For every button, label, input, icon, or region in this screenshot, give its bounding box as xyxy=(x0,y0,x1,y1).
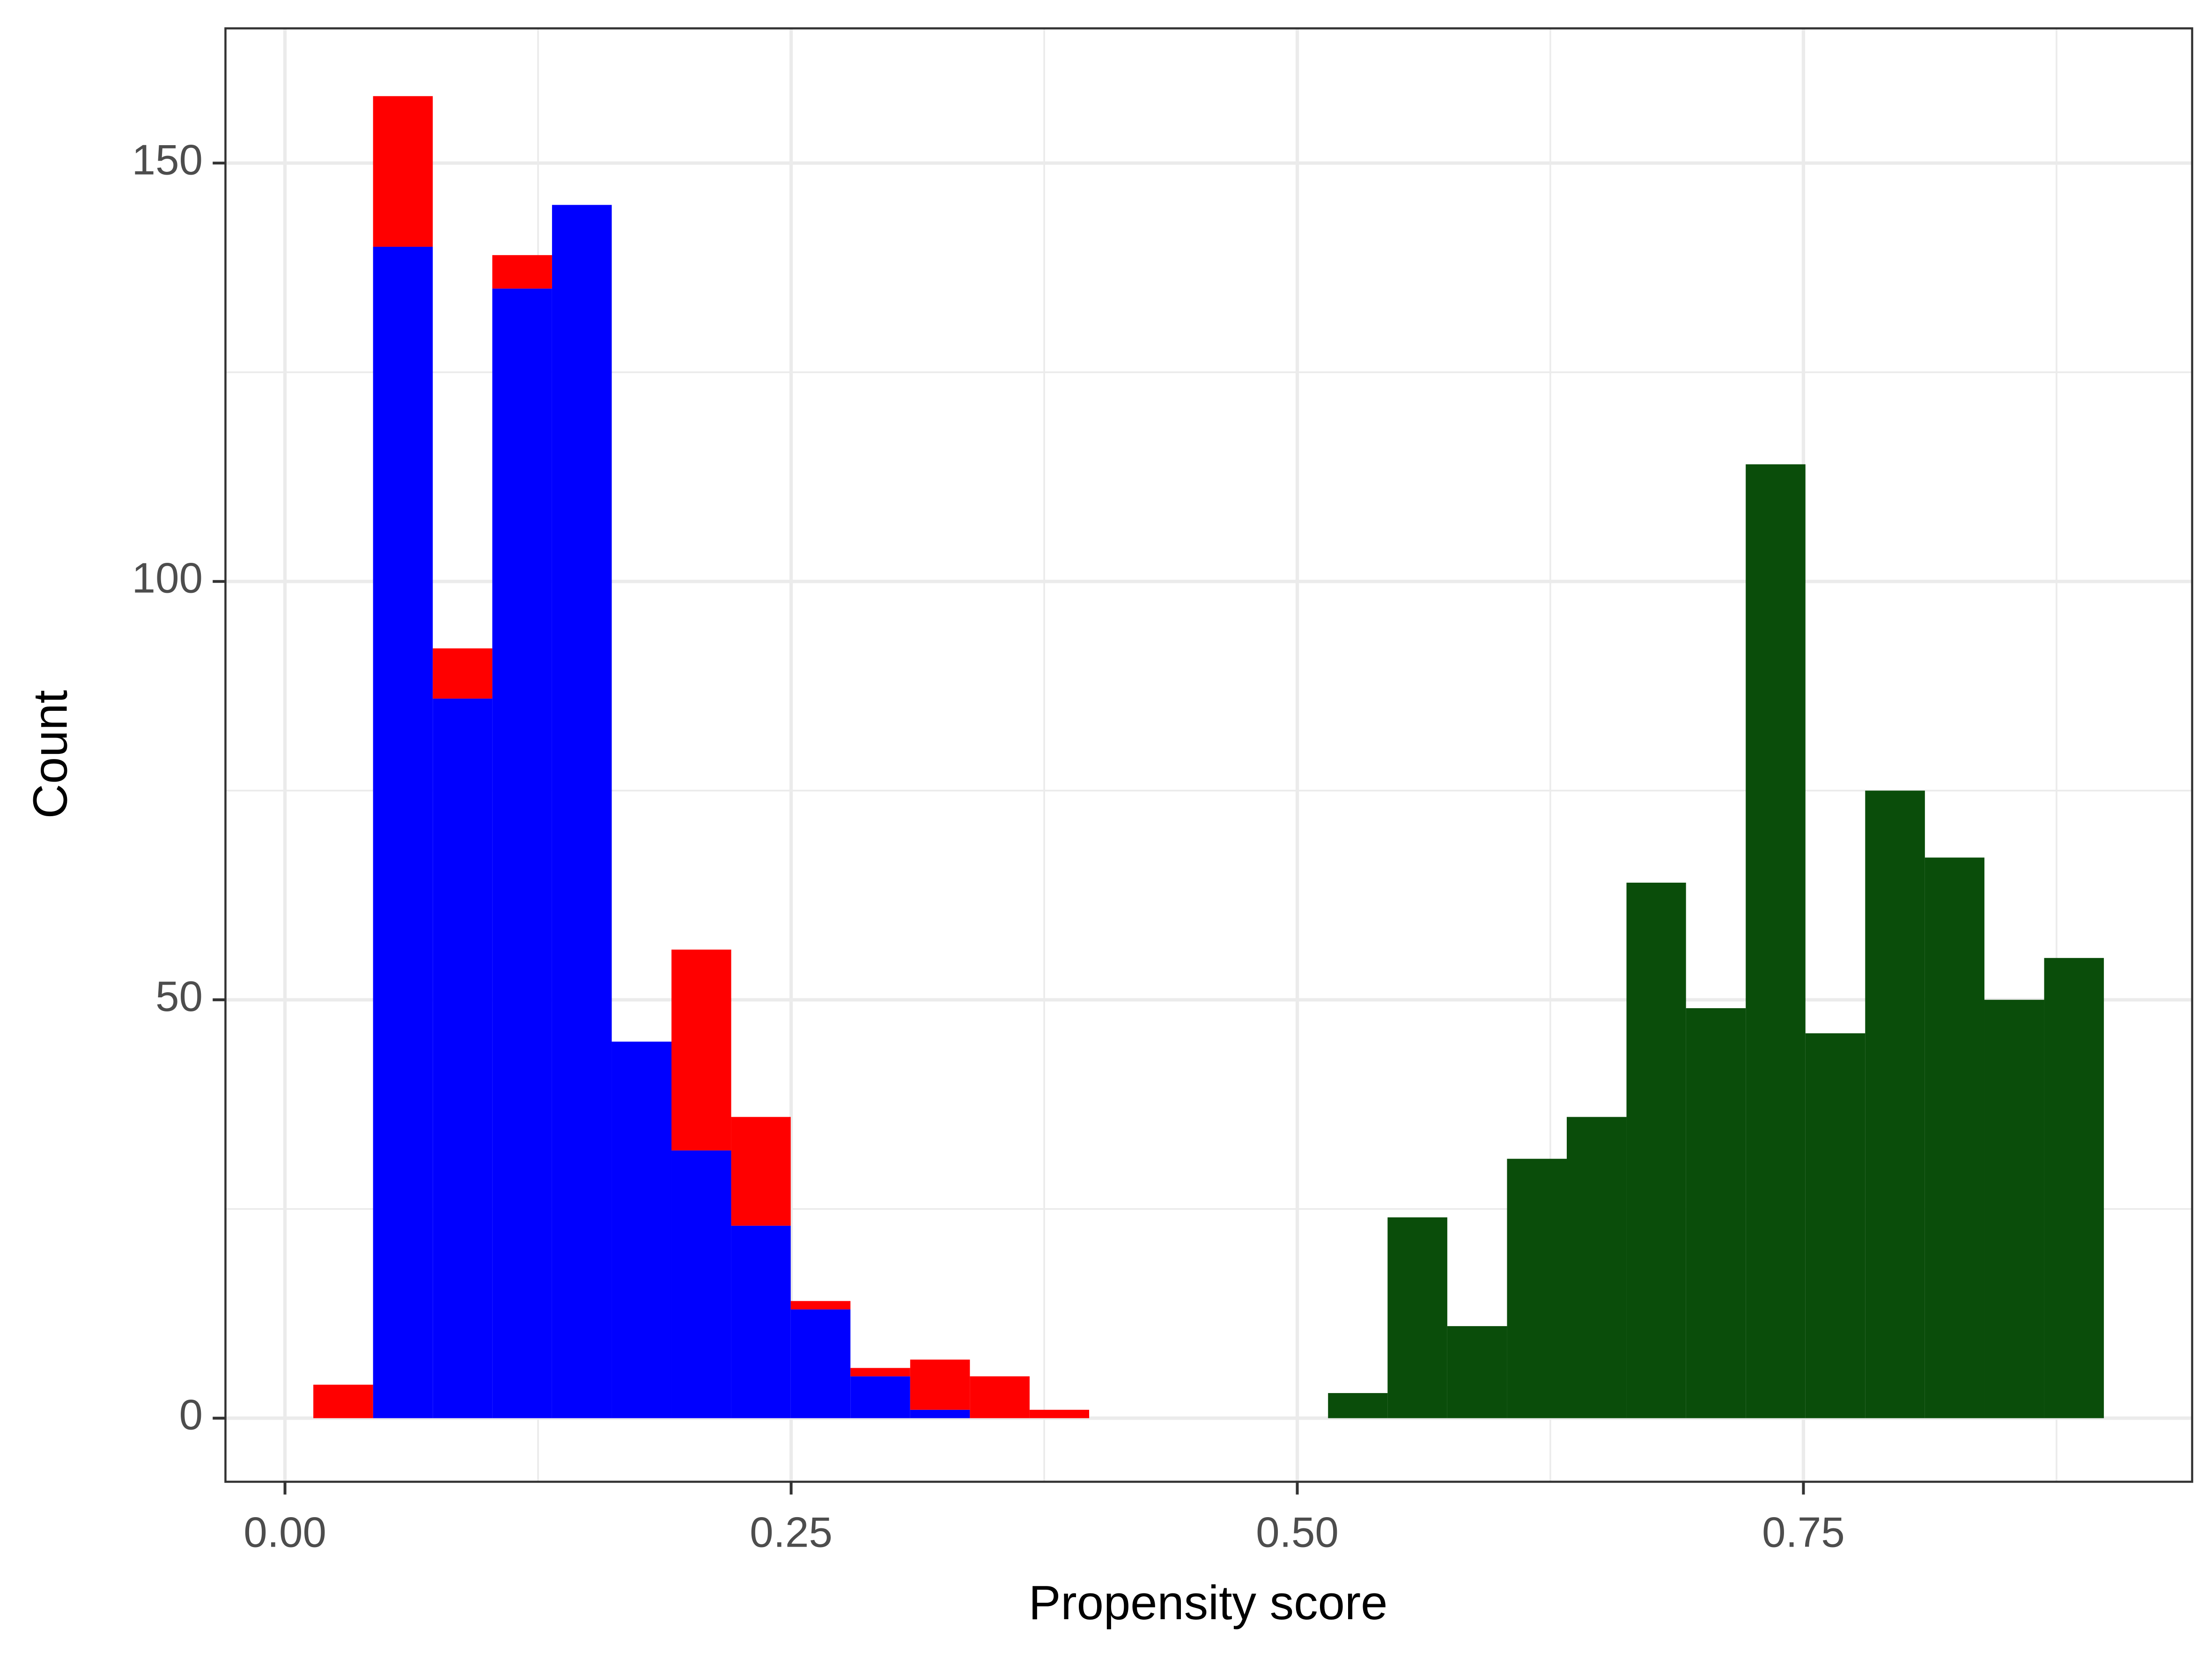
bar xyxy=(970,1376,1030,1418)
x-tick-label: 0.00 xyxy=(243,1509,326,1556)
y-tick-label: 100 xyxy=(132,555,203,602)
bar xyxy=(1805,1033,1865,1418)
bar xyxy=(790,1309,851,1418)
bar xyxy=(313,1385,373,1418)
bar xyxy=(1566,1117,1627,1418)
y-axis-title: Count xyxy=(23,690,77,819)
bar xyxy=(910,1359,970,1410)
panel-border xyxy=(224,27,2193,1483)
bar xyxy=(612,1041,672,1418)
bar xyxy=(492,255,552,289)
bar xyxy=(373,96,433,247)
bar xyxy=(1507,1158,1567,1418)
bar xyxy=(731,1225,791,1418)
x-tick-label: 0.50 xyxy=(1256,1509,1339,1556)
bar xyxy=(910,1409,970,1418)
bar xyxy=(671,1150,731,1418)
bar xyxy=(1387,1217,1447,1418)
bar xyxy=(1865,790,1925,1418)
bar xyxy=(790,1301,851,1310)
bar xyxy=(671,949,731,1150)
bar xyxy=(850,1368,910,1377)
x-axis-title: Propensity score xyxy=(1029,1576,1388,1630)
bar xyxy=(2044,958,2104,1418)
bar xyxy=(373,246,433,1418)
bar xyxy=(1984,1000,2044,1418)
bar xyxy=(1686,1008,1746,1418)
y-tick-label: 50 xyxy=(155,973,203,1020)
bar xyxy=(1924,857,1984,1418)
y-tick-label: 0 xyxy=(179,1392,203,1439)
x-tick-label: 0.25 xyxy=(750,1509,833,1556)
bar xyxy=(1746,464,1806,1418)
y-tick-label: 150 xyxy=(132,136,203,184)
bar xyxy=(433,698,493,1418)
bar xyxy=(1029,1409,1090,1418)
x-tick-label: 0.75 xyxy=(1762,1509,1845,1556)
bar xyxy=(552,205,612,1418)
bar xyxy=(492,288,552,1418)
bar xyxy=(731,1117,791,1226)
bar xyxy=(433,648,493,699)
bar xyxy=(1626,883,1686,1418)
bar xyxy=(1328,1393,1388,1418)
bar xyxy=(1447,1326,1507,1418)
bar xyxy=(850,1376,910,1418)
